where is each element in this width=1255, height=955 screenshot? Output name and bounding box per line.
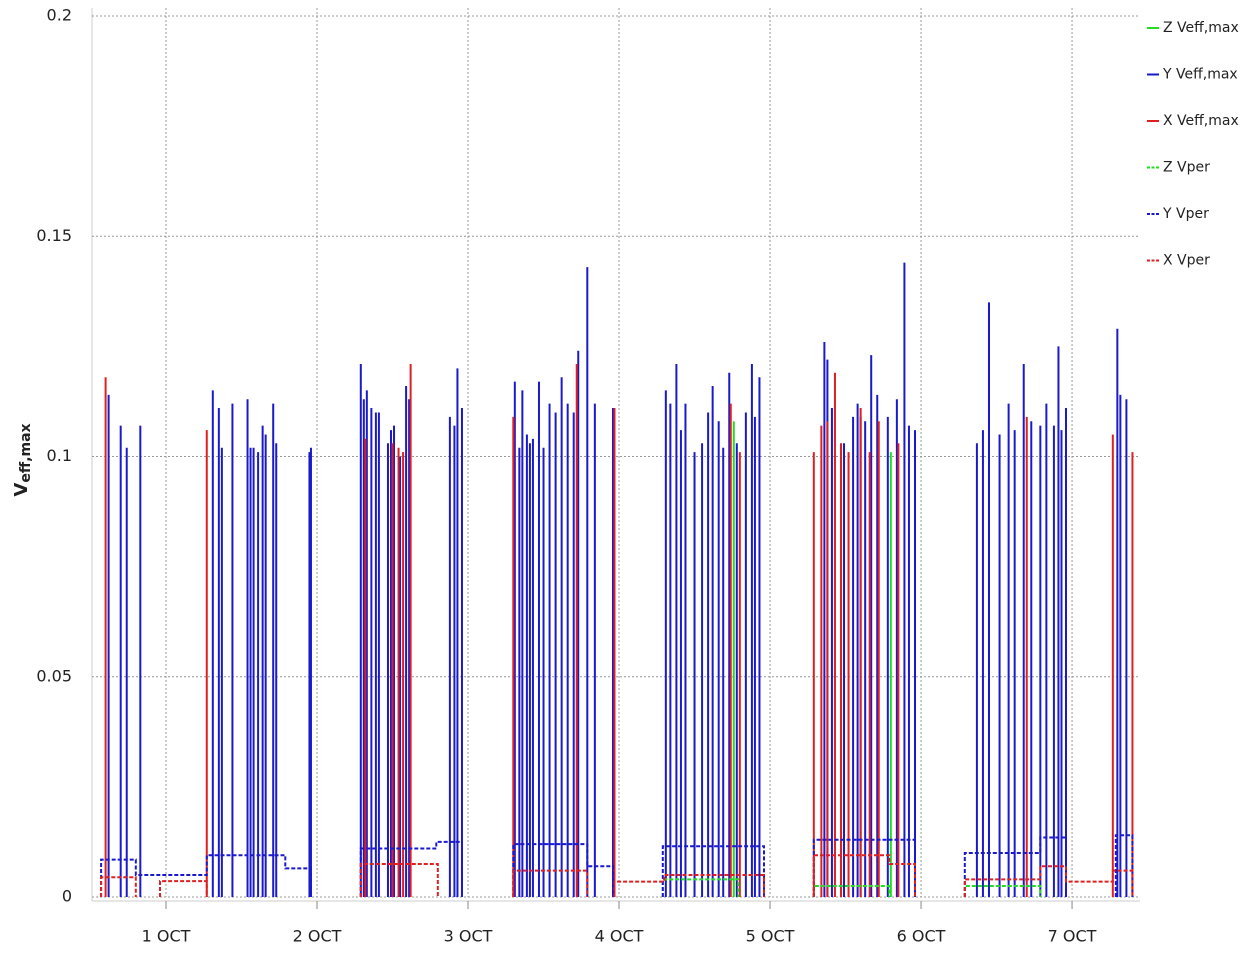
legend-label: Z Veff,max (1163, 20, 1239, 36)
x-tick-label: 1 OCT (142, 927, 191, 946)
y-tick-label: 0 (62, 887, 72, 906)
legend-label: Y Veff,max (1162, 67, 1238, 83)
legend-label: Z Vper (1163, 160, 1210, 176)
x-tick-label: 5 OCT (746, 927, 795, 946)
legend-label: Y Vper (1162, 206, 1209, 222)
legend-label: X Vper (1163, 253, 1210, 269)
legend-label: X Veff,max (1163, 113, 1239, 129)
x-tick-label: 4 OCT (595, 927, 644, 946)
y-tick-label: 0.1 (47, 446, 72, 465)
x-tick-label: 3 OCT (444, 927, 493, 946)
x-tick-label: 7 OCT (1048, 927, 1097, 946)
y-tick-label: 0.15 (36, 226, 72, 245)
step-line (100, 854, 1134, 897)
y-label-sub: eff,max (18, 423, 34, 482)
y-label-main: V (11, 483, 32, 497)
x-tick-label: 2 OCT (293, 927, 342, 946)
step-line (100, 834, 1134, 897)
y-tick-label: 0.05 (36, 666, 72, 685)
y-axis-label: Veff,max (11, 423, 34, 496)
x-tick-label: 6 OCT (897, 927, 946, 946)
y-tick-label: 0.2 (47, 6, 72, 25)
